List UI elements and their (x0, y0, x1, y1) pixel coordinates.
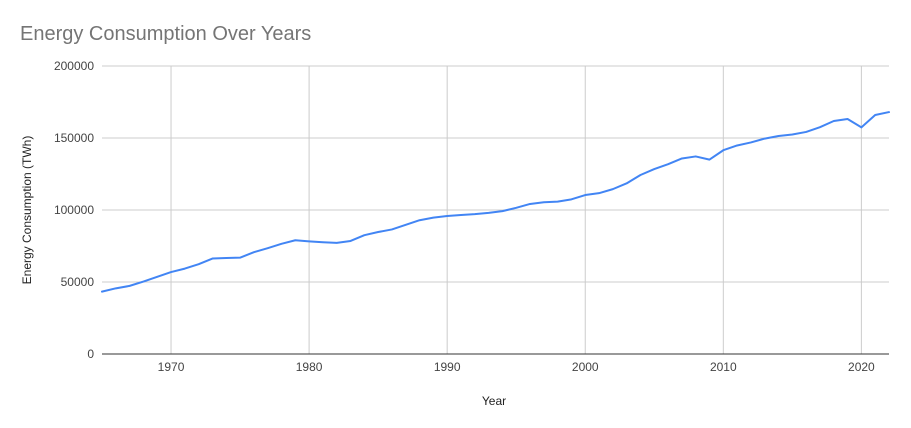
data-point (543, 201, 545, 203)
y-tick-label: 50000 (61, 275, 95, 289)
data-point (184, 268, 186, 270)
data-point (695, 155, 697, 157)
data-point (322, 241, 324, 243)
data-point (377, 231, 379, 233)
data-point (847, 118, 849, 120)
chart-title: Energy Consumption Over Years (20, 23, 311, 45)
data-point (419, 219, 421, 221)
series-layer (101, 111, 890, 293)
data-point (722, 149, 724, 151)
data-point (791, 134, 793, 136)
data-point (460, 214, 462, 216)
data-point (115, 287, 117, 289)
tick-labels: 0 50000 100000 150000 200000 1970 1980 1990 2000… (54, 59, 875, 374)
data-point (170, 271, 172, 273)
data-point (584, 194, 586, 196)
data-point (626, 182, 628, 184)
data-point (239, 257, 241, 259)
y-tick-label: 0 (87, 347, 94, 361)
x-tick-label: 2020 (848, 360, 875, 374)
data-point (488, 212, 490, 214)
data-point (570, 198, 572, 200)
data-point (267, 247, 269, 249)
data-point (736, 144, 738, 146)
data-point (515, 207, 517, 209)
data-point (709, 159, 711, 161)
data-point (653, 168, 655, 170)
data-point (294, 239, 296, 241)
data-point (639, 174, 641, 176)
data-point (819, 126, 821, 128)
data-point (833, 120, 835, 122)
data-point (225, 257, 227, 259)
data-point (529, 203, 531, 205)
data-point (888, 111, 890, 113)
x-tick-label: 1970 (158, 360, 185, 374)
data-point (336, 242, 338, 244)
y-tick-label: 150000 (54, 131, 94, 145)
data-point (612, 188, 614, 190)
data-point (280, 243, 282, 245)
data-point (129, 285, 131, 287)
x-tick-label: 2010 (710, 360, 737, 374)
data-point (474, 213, 476, 215)
series-line (101, 111, 890, 293)
data-point (778, 135, 780, 137)
data-point (308, 240, 310, 242)
data-point (860, 126, 862, 128)
y-tick-label: 100000 (54, 203, 94, 217)
x-tick-label: 2000 (572, 360, 599, 374)
y-tick-label: 200000 (54, 59, 94, 73)
data-point (101, 291, 103, 293)
data-point (750, 141, 752, 143)
data-point (363, 234, 365, 236)
data-point (391, 228, 393, 230)
data-point (350, 240, 352, 242)
y-axis-label: Energy Consumption (TWh) (20, 136, 34, 285)
data-point (446, 215, 448, 217)
data-point (667, 163, 669, 165)
data-point (874, 114, 876, 116)
data-point (805, 131, 807, 133)
x-axis-label: Year (482, 394, 506, 408)
data-point (764, 138, 766, 140)
gridlines (102, 65, 889, 354)
data-point (142, 281, 144, 283)
data-point (156, 276, 158, 278)
data-point (405, 224, 407, 226)
data-point (557, 201, 559, 203)
x-tick-label: 1980 (296, 360, 323, 374)
data-point (211, 258, 213, 260)
data-point (598, 192, 600, 194)
data-point (501, 210, 503, 212)
data-point (198, 263, 200, 265)
x-tick-label: 1990 (434, 360, 461, 374)
data-point (432, 217, 434, 219)
data-point (681, 157, 683, 159)
data-point (253, 251, 255, 253)
